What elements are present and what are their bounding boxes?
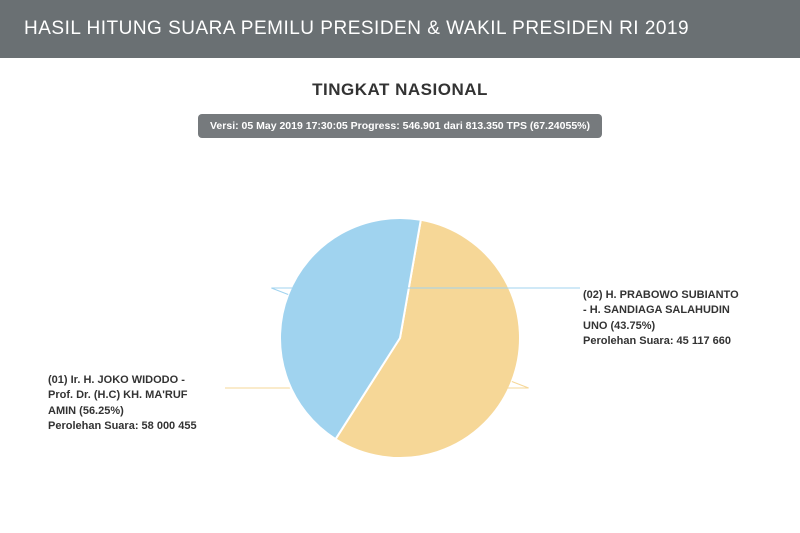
label-line: AMIN (56.25%) (48, 404, 223, 419)
label-line: (01) Ir. H. JOKO WIDODO - (48, 373, 223, 388)
label-line: Perolehan Suara: 58 000 455 (48, 419, 223, 434)
header-band: HASIL HITUNG SUARA PEMILU PRESIDEN & WAK… (0, 0, 800, 58)
label-line: (02) H. PRABOWO SUBIANTO (583, 288, 758, 303)
slice-label-candidate-01: (01) Ir. H. JOKO WIDODO -Prof. Dr. (H.C)… (48, 373, 223, 435)
version-pill: Versi: 05 May 2019 17:30:05 Progress: 54… (198, 114, 602, 138)
label-line: UNO (43.75%) (583, 319, 758, 334)
label-line: Prof. Dr. (H.C) KH. MA'RUF (48, 388, 223, 403)
label-line: Perolehan Suara: 45 117 660 (583, 334, 758, 349)
slice-label-candidate-02: (02) H. PRABOWO SUBIANTO- H. SANDIAGA SA… (583, 288, 758, 350)
page-title: HASIL HITUNG SUARA PEMILU PRESIDEN & WAK… (24, 18, 776, 40)
label-line: - H. SANDIAGA SALAHUDIN (583, 303, 758, 318)
chart-area: (01) Ir. H. JOKO WIDODO -Prof. Dr. (H.C)… (0, 148, 800, 508)
chart-subtitle: TINGKAT NASIONAL (0, 80, 800, 100)
